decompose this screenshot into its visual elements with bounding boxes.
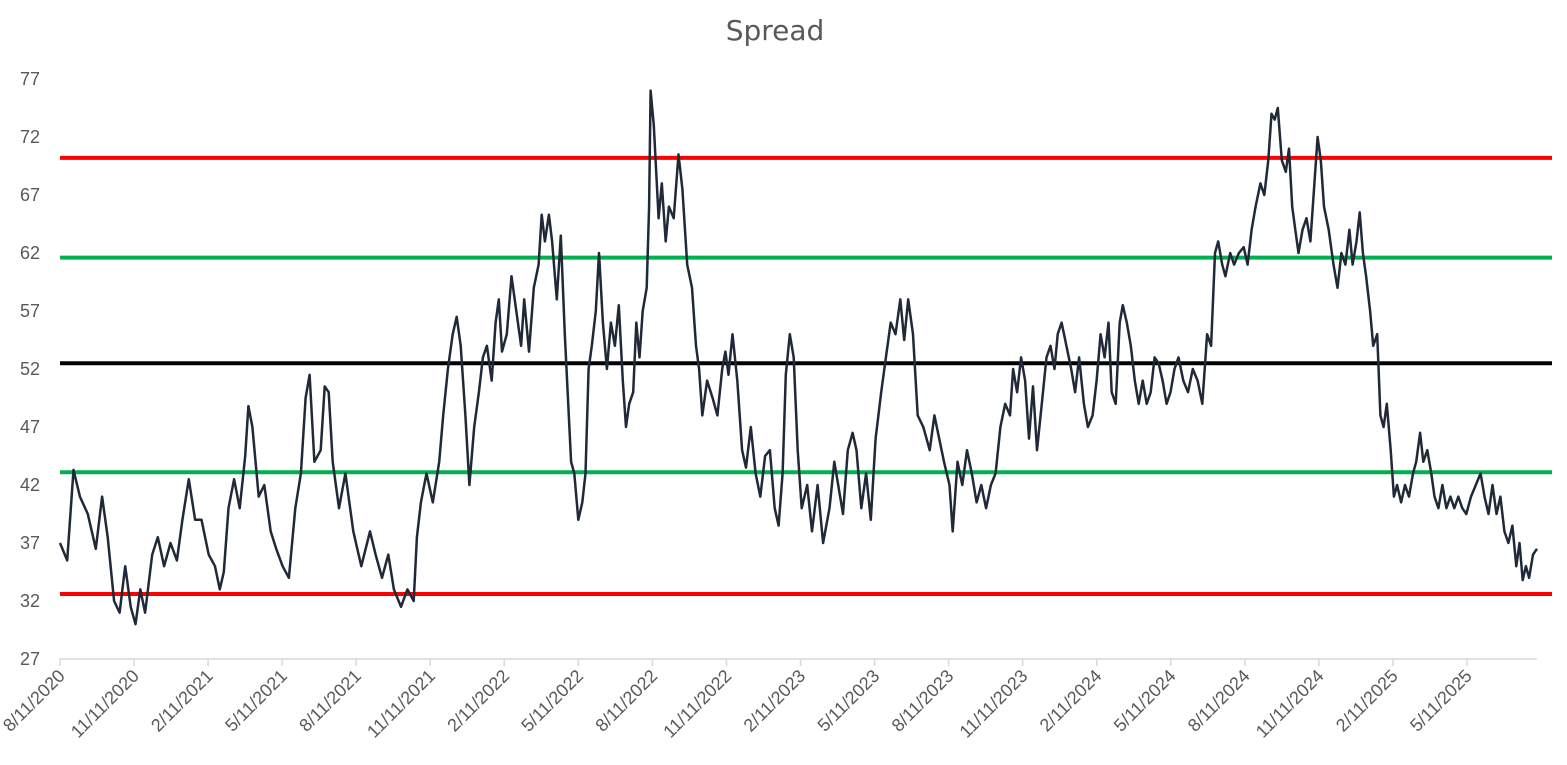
x-tick-label: 5/11/2022 bbox=[517, 666, 587, 736]
x-tick-label: 8/11/2024 bbox=[1184, 666, 1254, 736]
x-tick-label: 2/11/2023 bbox=[740, 666, 810, 736]
x-tick-label: 11/11/2022 bbox=[659, 666, 735, 742]
x-tick-label: 5/11/2025 bbox=[1406, 666, 1476, 736]
y-tick-label: 37 bbox=[20, 533, 40, 553]
x-tick-label: 11/11/2024 bbox=[1252, 666, 1328, 742]
x-tick-label: 2/11/2025 bbox=[1332, 666, 1402, 736]
x-tick-label: 5/11/2023 bbox=[814, 666, 884, 736]
x-tick-label: 11/11/2020 bbox=[67, 666, 143, 742]
x-tick-label: 11/11/2023 bbox=[956, 666, 1032, 742]
y-tick-label: 52 bbox=[20, 359, 40, 379]
y-tick-label: 32 bbox=[20, 591, 40, 611]
y-tick-label: 42 bbox=[20, 475, 40, 495]
y-tick-label: 62 bbox=[20, 243, 40, 263]
y-tick-label: 57 bbox=[20, 301, 40, 321]
series-layer bbox=[58, 89, 1539, 626]
x-tick-label: 2/11/2022 bbox=[443, 666, 513, 736]
x-tick-label: 5/11/2024 bbox=[1110, 666, 1180, 736]
axes: 27323742475257626772778/11/202011/11/202… bbox=[0, 69, 1537, 742]
y-tick-label: 27 bbox=[20, 649, 40, 669]
x-tick-label: 11/11/2021 bbox=[363, 666, 439, 742]
y-tick-label: 72 bbox=[20, 127, 40, 147]
reference-lines bbox=[60, 155, 1552, 597]
x-tick-label: 8/11/2023 bbox=[888, 666, 958, 736]
y-tick-label: 77 bbox=[20, 69, 40, 89]
y-tick-label: 67 bbox=[20, 185, 40, 205]
series-line-0 bbox=[58, 89, 1539, 626]
x-tick-label: 8/11/2022 bbox=[591, 666, 661, 736]
x-tick-label: 5/11/2021 bbox=[221, 666, 291, 736]
x-tick-label: 2/11/2021 bbox=[147, 666, 217, 736]
x-tick-label: 8/11/2020 bbox=[0, 666, 69, 736]
x-tick-label: 2/11/2024 bbox=[1036, 666, 1106, 736]
x-tick-label: 8/11/2021 bbox=[295, 666, 365, 736]
chart-title: Spread bbox=[725, 14, 825, 47]
y-tick-label: 47 bbox=[20, 417, 40, 437]
